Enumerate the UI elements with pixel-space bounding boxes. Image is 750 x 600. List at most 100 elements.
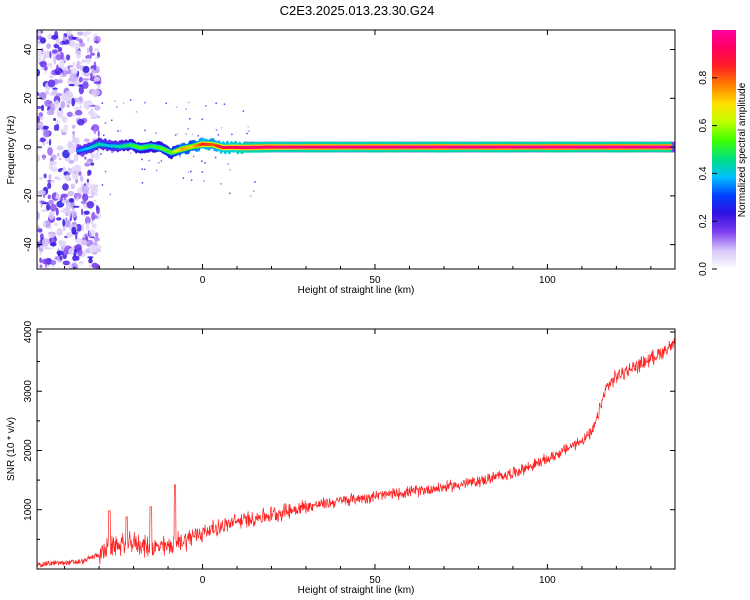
noise-speckle (42, 125, 49, 130)
noise-speckle (220, 126, 223, 129)
noise-speckle (91, 185, 97, 192)
noise-speckle (65, 201, 71, 211)
noise-speckle (176, 133, 179, 135)
noise-speckle (39, 257, 43, 264)
snr-y-ticks: 1000 2000 3000 4000 (23, 320, 675, 540)
noise-speckle (109, 193, 112, 196)
noise-speckle (80, 200, 87, 204)
spectrogram-frame (36, 29, 676, 270)
noise-speckle (78, 85, 84, 95)
noise-speckle (68, 248, 75, 255)
noise-speckle (68, 210, 71, 219)
noise-speckle (86, 221, 90, 230)
noise-speckle (88, 195, 94, 198)
noise-speckle (190, 170, 192, 173)
noise-speckle (78, 260, 84, 265)
noise-speckle (65, 67, 69, 72)
noise-speckle (72, 255, 78, 262)
noise-speckle (38, 189, 46, 196)
snr-frame (36, 328, 676, 570)
noise-speckle (70, 183, 76, 190)
noise-speckle (117, 130, 119, 132)
noise-speckle (51, 242, 57, 247)
noise-speckle (74, 244, 82, 251)
noise-speckle (86, 200, 95, 209)
y-tick-label: 1000 (23, 498, 34, 521)
noise-speckle (74, 111, 81, 115)
noise-speckle (90, 152, 95, 159)
noise-speckle (73, 98, 80, 103)
noise-speckle (48, 231, 56, 239)
noise-speckle (81, 59, 87, 63)
noise-speckle (81, 235, 86, 238)
noise-speckle (87, 256, 94, 259)
noise-speckle (46, 43, 51, 49)
noise-speckle (39, 37, 47, 44)
noise-speckle (93, 40, 100, 44)
noise-speckle (37, 30, 41, 37)
snr-x-ticks: 0 50 100 (64, 329, 652, 586)
noise-speckle (52, 87, 58, 90)
noise-speckle (46, 203, 51, 211)
noise-speckle (37, 139, 41, 143)
noise-speckle (79, 42, 86, 47)
y-tick-label: 4000 (23, 320, 34, 343)
noise-speckle (83, 210, 90, 215)
noise-speckle (90, 72, 93, 78)
noise-speckle (57, 46, 63, 52)
colorbar: 0.0 0.2 0.4 0.6 0.8 Normalized spectral ampl… (698, 30, 748, 276)
noise-speckle (84, 156, 87, 160)
noise-speckle (71, 226, 77, 235)
noise-speckle (75, 223, 82, 232)
noise-speckle (130, 152, 132, 154)
noise-speckle (46, 140, 49, 145)
noise-speckle (86, 47, 90, 54)
x-tick-label: 50 (369, 275, 381, 286)
noise-speckle (62, 116, 68, 123)
noise-speckle (81, 224, 85, 232)
noise-speckle (91, 124, 100, 132)
noise-speckle (229, 169, 231, 171)
noise-speckle (59, 60, 65, 68)
noise-speckle (55, 123, 60, 132)
noise-speckle (37, 121, 44, 130)
noise-speckle (59, 255, 63, 261)
noise-speckle (82, 78, 90, 81)
noise-speckle (44, 90, 50, 95)
noise-speckle (41, 258, 50, 265)
noise-speckle (204, 162, 206, 164)
noise-speckle (179, 155, 181, 158)
noise-speckle (95, 232, 99, 239)
noise-speckle (69, 73, 78, 83)
noise-speckle (197, 135, 200, 137)
noise-speckle (81, 185, 90, 193)
noise-speckle (57, 152, 60, 157)
noise-speckle (111, 119, 113, 122)
noise-speckle (72, 132, 75, 141)
noise-speckle (48, 211, 55, 220)
colorbar-label: Normalized spectral amplitude (737, 82, 748, 217)
noise-speckle (62, 149, 70, 159)
noise-speckle (60, 72, 63, 80)
noise-speckle (56, 64, 59, 72)
chart-title: C2E3.2025.013.23.30.G24 (280, 3, 435, 18)
y-tick-label: -40 (23, 237, 34, 252)
noise-speckle (75, 62, 81, 69)
noise-speckle (85, 57, 91, 64)
noise-speckle (72, 61, 75, 66)
noise-speckle (85, 54, 92, 60)
noise-speckle (37, 147, 42, 151)
noise-speckle (89, 257, 93, 261)
noise-speckle (83, 33, 88, 38)
noise-speckle (90, 112, 98, 118)
noise-speckle (53, 55, 57, 65)
noise-speckle (37, 143, 40, 146)
noise-speckle (227, 163, 230, 165)
colorbar-scale (712, 30, 736, 269)
noise-speckle (89, 232, 92, 238)
noise-speckle (44, 99, 52, 107)
noise-speckle (81, 193, 89, 202)
noise-speckle (94, 104, 101, 111)
noise-speckle (91, 211, 96, 221)
noise-speckle (42, 220, 47, 228)
